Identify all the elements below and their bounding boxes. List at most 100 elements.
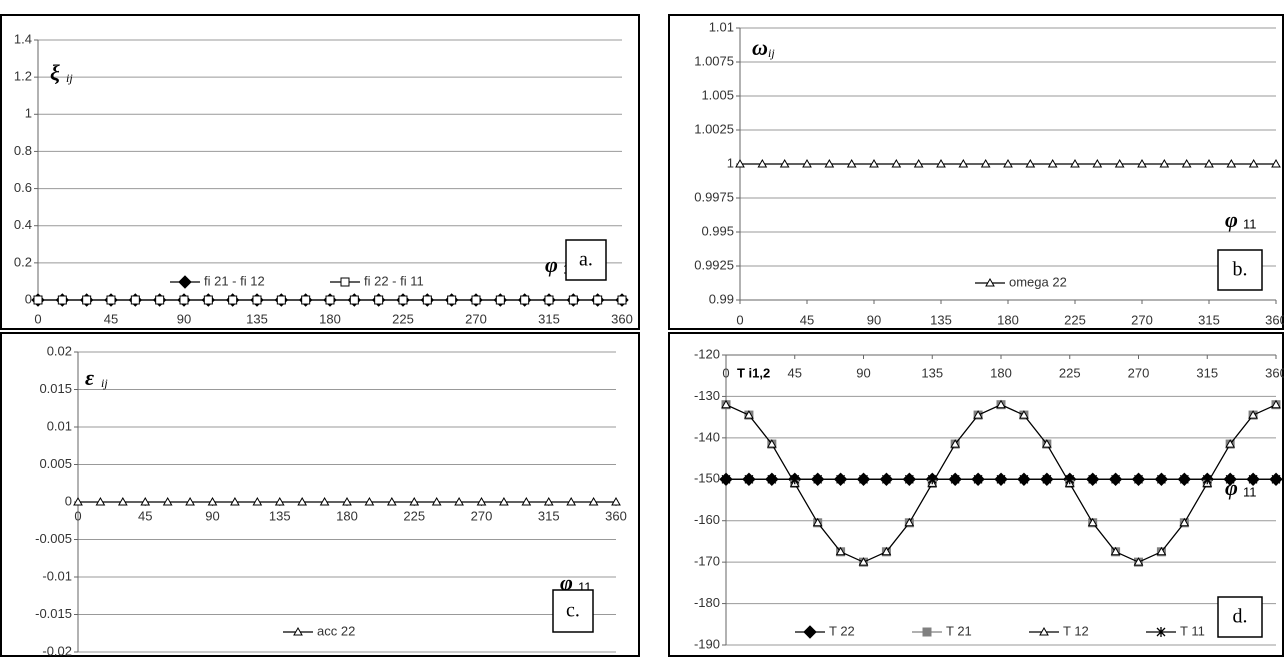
legend-label: T 12 <box>1063 623 1089 638</box>
y-tick-label: -0.015 <box>35 606 72 621</box>
legend-label: fi 21 - fi 12 <box>204 273 265 288</box>
marker <box>386 496 397 506</box>
x-tick-label: 45 <box>788 365 802 380</box>
marker <box>82 295 92 305</box>
marker <box>342 496 352 506</box>
marker <box>1137 158 1147 168</box>
x-tick-label: 315 <box>538 311 560 326</box>
y-tick-label: 0.4 <box>14 217 32 232</box>
y-tick-label: 0.2 <box>14 254 32 269</box>
marker <box>1134 474 1143 485</box>
marker <box>1041 439 1052 448</box>
x-tick-label: 90 <box>867 312 881 327</box>
marker <box>757 158 768 168</box>
x-tick-label: 225 <box>403 508 425 523</box>
y-tick-label: -0.02 <box>42 643 72 657</box>
chart-panel: -0.02-0.015-0.01-0.00500.0050.010.0150.0… <box>0 332 640 657</box>
y-axis-label-sub: ij <box>66 71 73 85</box>
y-tick-label: -0.01 <box>42 568 72 583</box>
marker <box>1204 158 1214 168</box>
marker <box>1202 474 1212 485</box>
y-axis-label-sub: ij <box>101 376 108 390</box>
y-tick-label: 0.995 <box>701 223 734 238</box>
marker <box>802 158 812 168</box>
x-tick-label: 45 <box>800 312 814 327</box>
marker <box>1179 517 1190 527</box>
y-tick-label: 0.015 <box>39 381 72 396</box>
y-tick-label: 1 <box>727 155 734 170</box>
y-axis-label-sub: ij <box>768 46 775 60</box>
marker <box>803 625 817 639</box>
marker <box>1039 626 1049 636</box>
x-tick-label: 180 <box>336 508 358 523</box>
marker <box>33 295 43 305</box>
x-tick-label: 270 <box>1131 312 1153 327</box>
marker <box>230 496 240 506</box>
marker <box>835 546 846 556</box>
x-axis-label: φ <box>1225 207 1238 232</box>
x-tick-label: 315 <box>1198 312 1220 327</box>
marker <box>824 158 835 168</box>
y-tick-label: 1.4 <box>14 31 32 46</box>
marker <box>1003 158 1013 168</box>
y-axis-label: T i1,2 <box>737 365 770 380</box>
x-tick-label: 225 <box>392 311 414 326</box>
marker <box>1114 158 1125 168</box>
x-tick-label: 360 <box>605 508 627 523</box>
panel-border <box>668 14 1284 330</box>
marker <box>1133 557 1144 566</box>
marker <box>721 474 731 485</box>
x-tick-label: 315 <box>538 508 560 523</box>
marker <box>252 295 262 305</box>
marker <box>813 474 823 485</box>
y-tick-label: 0 <box>65 493 72 508</box>
y-tick-label: -170 <box>694 554 720 569</box>
marker <box>985 277 995 287</box>
panel-label-box <box>565 239 607 281</box>
panel-label-box <box>552 589 594 633</box>
y-tick-label: 1 <box>25 106 32 121</box>
marker <box>276 295 286 305</box>
y-axis-label: ε <box>85 365 94 390</box>
y-tick-label: 1.2 <box>14 69 32 84</box>
marker <box>544 295 554 305</box>
y-tick-label: -140 <box>694 429 720 444</box>
x-tick-label: 90 <box>205 508 219 523</box>
x-tick-label: 0 <box>74 508 81 523</box>
marker <box>1111 474 1121 485</box>
panel-border <box>0 332 640 657</box>
y-tick-label: 1.0025 <box>694 121 734 136</box>
marker <box>881 546 892 556</box>
x-tick-label: 225 <box>1059 365 1081 380</box>
x-tick-label: 360 <box>611 311 633 326</box>
marker <box>521 496 532 506</box>
legend-label: T 21 <box>946 623 972 638</box>
marker <box>858 557 869 566</box>
marker <box>1156 474 1166 485</box>
legend-label: fi 22 - fi 11 <box>364 273 424 288</box>
marker <box>950 474 960 485</box>
marker <box>568 295 578 305</box>
marker <box>57 295 67 305</box>
x-tick-label: 135 <box>921 365 943 380</box>
marker <box>1248 410 1258 419</box>
x-tick-label: 0 <box>736 312 743 327</box>
x-tick-label: 90 <box>856 365 870 380</box>
y-tick-label: 0 <box>25 291 32 306</box>
marker <box>913 158 924 168</box>
legend-label: omega 22 <box>1009 274 1067 289</box>
marker <box>973 474 983 485</box>
marker <box>106 295 116 305</box>
marker <box>543 496 554 506</box>
marker <box>1087 517 1098 527</box>
marker <box>117 496 128 506</box>
marker <box>1110 546 1121 556</box>
marker <box>1159 158 1170 168</box>
marker <box>454 496 464 506</box>
marker <box>178 275 192 289</box>
marker <box>95 496 106 506</box>
x-tick-label: 135 <box>269 508 291 523</box>
chart-panel: 0.99 0.9925 0.995 0.9975 1 1.0025 1.005 1.0075 1… <box>668 14 1284 330</box>
y-tick-label: 0.005 <box>39 456 72 471</box>
legend-label: T 11 <box>1180 623 1205 638</box>
